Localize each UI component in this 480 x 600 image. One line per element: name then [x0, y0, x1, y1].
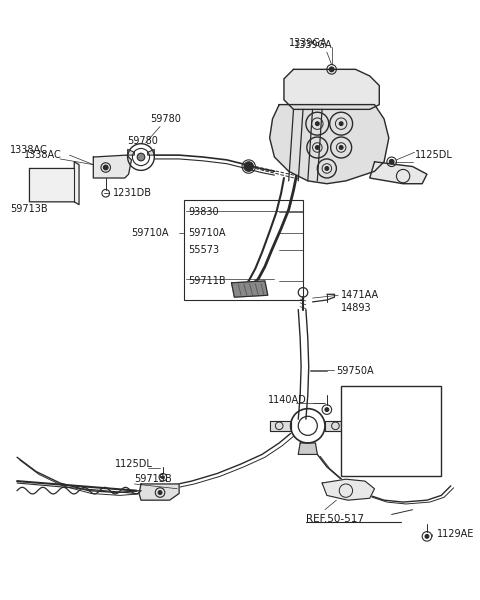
- Circle shape: [158, 491, 162, 494]
- Polygon shape: [270, 104, 389, 184]
- Text: 59780: 59780: [127, 136, 157, 146]
- Text: 14893: 14893: [341, 302, 372, 313]
- Text: 1471AA: 1471AA: [341, 290, 379, 300]
- Text: 1339GA: 1339GA: [293, 40, 332, 50]
- Text: 1338AC: 1338AC: [11, 145, 48, 155]
- Circle shape: [315, 146, 319, 149]
- Text: 59750A: 59750A: [336, 367, 374, 376]
- Circle shape: [388, 440, 393, 445]
- Circle shape: [244, 162, 253, 172]
- Text: 1339GA: 1339GA: [289, 38, 327, 47]
- Circle shape: [389, 160, 394, 164]
- Polygon shape: [370, 162, 427, 184]
- Text: 59710A: 59710A: [132, 228, 169, 238]
- Circle shape: [161, 476, 164, 479]
- Bar: [184, 200, 303, 300]
- Text: 1129AE: 1129AE: [436, 529, 474, 539]
- Text: REF.50-517: REF.50-517: [306, 514, 364, 524]
- Polygon shape: [139, 484, 179, 500]
- Circle shape: [339, 146, 343, 149]
- Circle shape: [103, 165, 108, 170]
- Circle shape: [137, 153, 145, 161]
- Text: 1125DL: 1125DL: [415, 150, 453, 160]
- Polygon shape: [128, 149, 134, 155]
- Polygon shape: [93, 155, 132, 178]
- Circle shape: [315, 122, 319, 125]
- Text: 93830: 93830: [189, 208, 219, 217]
- Text: 59711B: 59711B: [189, 276, 226, 286]
- Circle shape: [329, 67, 334, 72]
- Polygon shape: [270, 421, 290, 431]
- Text: 1140AD: 1140AD: [268, 395, 307, 405]
- Polygon shape: [284, 70, 379, 109]
- Polygon shape: [298, 443, 317, 454]
- Text: 59715B: 59715B: [134, 474, 172, 484]
- Text: 59710A: 59710A: [189, 228, 226, 238]
- Circle shape: [339, 122, 343, 125]
- Text: 55573: 55573: [189, 245, 220, 256]
- Circle shape: [425, 535, 429, 538]
- Text: 1338AC: 1338AC: [24, 150, 61, 160]
- Polygon shape: [322, 479, 374, 500]
- Text: 11291: 11291: [357, 395, 392, 405]
- Circle shape: [325, 408, 329, 412]
- Polygon shape: [231, 281, 268, 297]
- Text: 59780: 59780: [151, 114, 181, 124]
- Text: 1231DB: 1231DB: [113, 188, 152, 198]
- Polygon shape: [29, 162, 79, 205]
- Text: 1125DL: 1125DL: [115, 459, 153, 469]
- Text: 59713B: 59713B: [11, 205, 48, 214]
- Polygon shape: [325, 421, 346, 431]
- Circle shape: [325, 167, 329, 170]
- Polygon shape: [148, 149, 155, 155]
- Bar: [341, 386, 441, 476]
